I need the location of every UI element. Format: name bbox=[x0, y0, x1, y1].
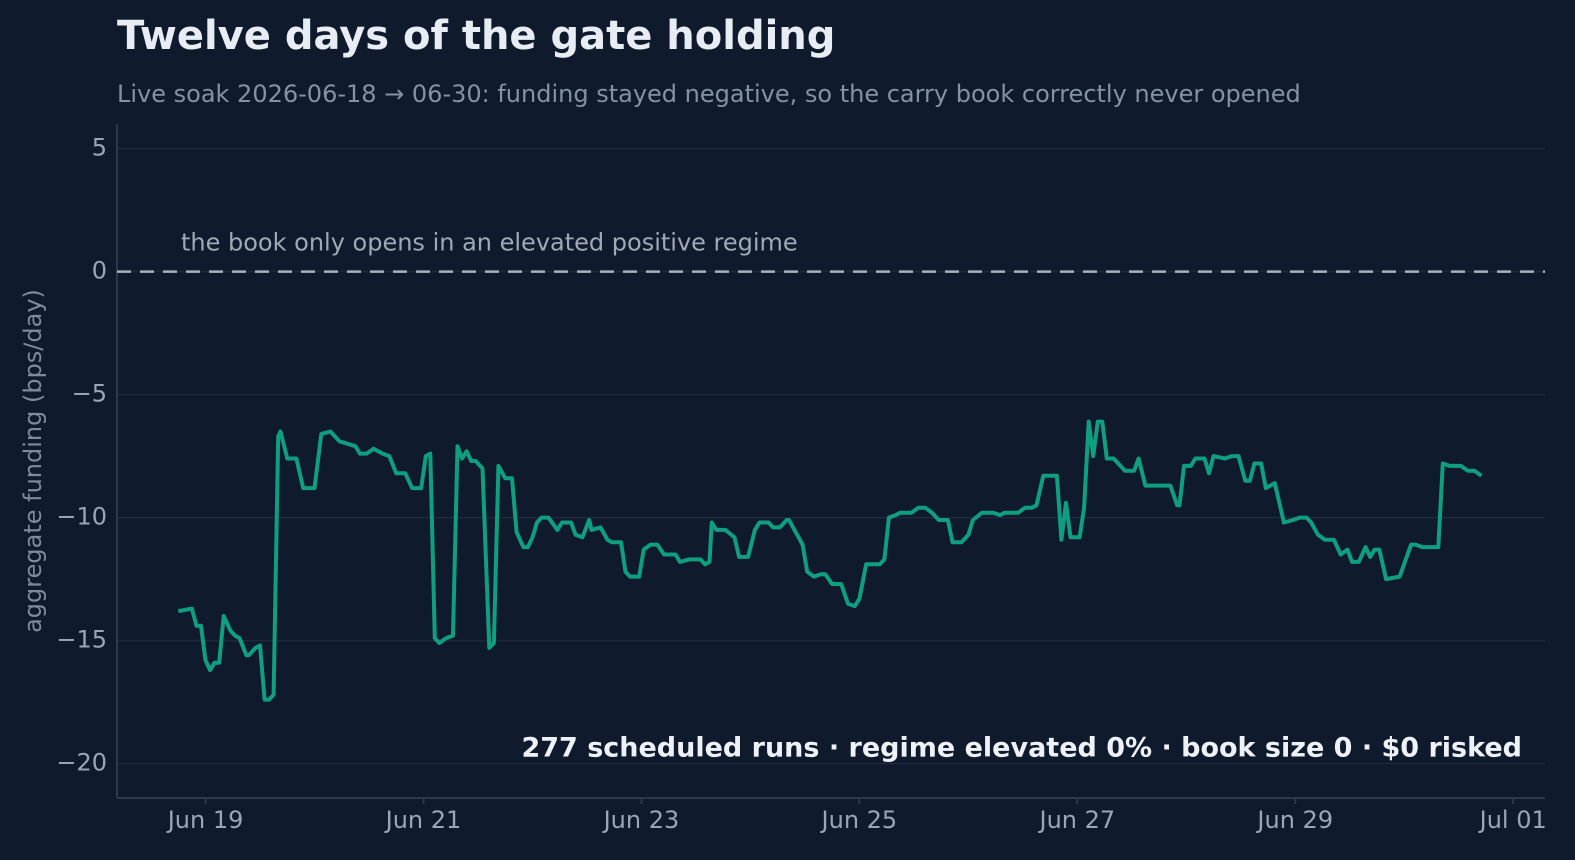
y-tick-label: −10 bbox=[56, 503, 107, 531]
x-tick-label: Jun 21 bbox=[384, 806, 462, 834]
x-tick-label: Jun 27 bbox=[1037, 806, 1115, 834]
y-tick-label: −5 bbox=[72, 380, 107, 408]
chart-subtitle: Live soak 2026-06-18 → 06-30: funding st… bbox=[117, 80, 1301, 108]
x-tick-label: Jun 23 bbox=[602, 806, 680, 834]
y-tick-label: −15 bbox=[56, 626, 107, 654]
x-tick-label: Jun 25 bbox=[820, 806, 898, 834]
y-axis-label: aggregate funding (bps/day) bbox=[19, 289, 47, 633]
x-tick-label: Jun 29 bbox=[1255, 806, 1333, 834]
x-tick-label: Jul 01 bbox=[1478, 806, 1547, 834]
data-line bbox=[177, 419, 1483, 702]
x-tick-label: Jun 19 bbox=[166, 806, 244, 834]
reference-label: the book only opens in an elevated posit… bbox=[181, 229, 798, 257]
summary-annotation: 277 scheduled runs · regime elevated 0% … bbox=[521, 733, 1522, 764]
y-tick-label: 0 bbox=[92, 257, 107, 285]
y-tick-label: 5 bbox=[92, 134, 107, 162]
y-tick-label: −20 bbox=[56, 749, 107, 777]
chart-title: Twelve days of the gate holding bbox=[117, 13, 835, 59]
